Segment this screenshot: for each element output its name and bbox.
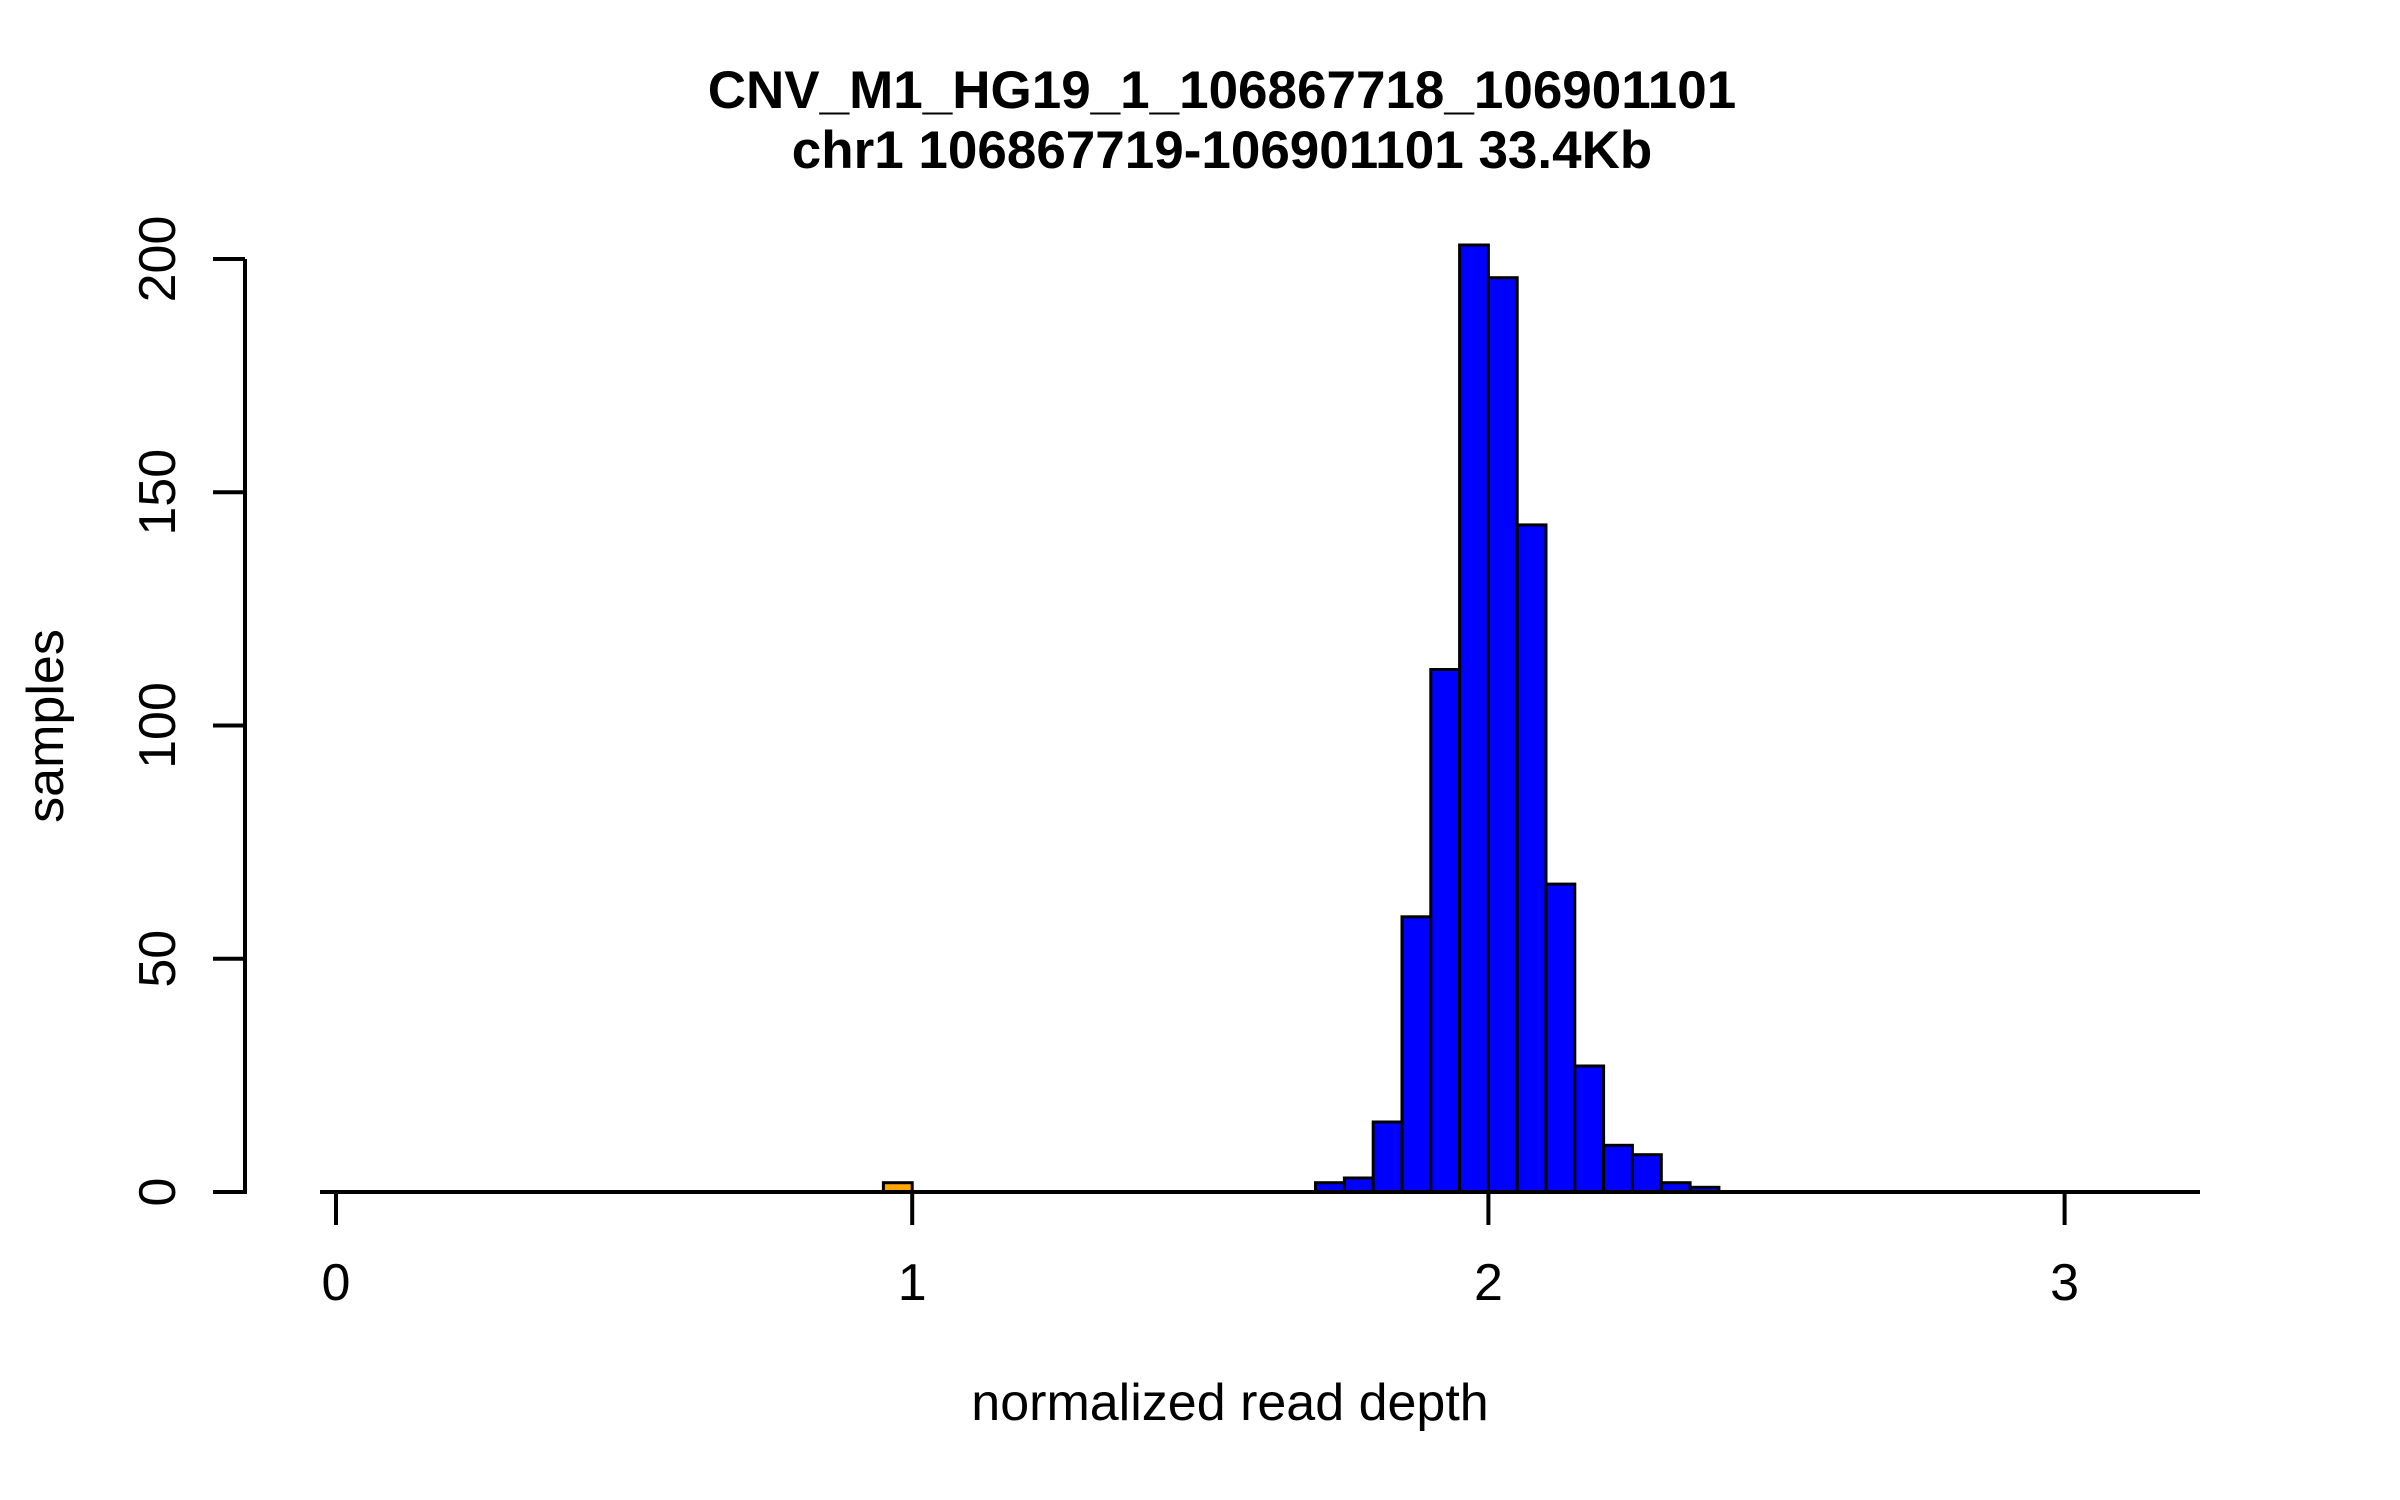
histogram-bar bbox=[1602, 1143, 1634, 1194]
y-tick-label: 0 bbox=[129, 1178, 187, 1207]
x-tick-label: 1 bbox=[898, 1254, 927, 1312]
histogram-bar bbox=[1544, 882, 1577, 1194]
x-axis-label: normalized read depth bbox=[971, 1374, 1488, 1432]
histogram-bar bbox=[1573, 1064, 1606, 1194]
y-axis: 0 50 100 150 200 bbox=[129, 216, 247, 1207]
y-tick-label: 50 bbox=[129, 930, 187, 988]
y-tick-label: 150 bbox=[129, 449, 187, 536]
histogram-bar bbox=[1458, 243, 1490, 1194]
histogram-bar bbox=[1371, 1120, 1404, 1194]
histogram-bar bbox=[1515, 523, 1548, 1194]
x-axis-ticks: 0 1 2 3 bbox=[322, 1192, 2079, 1312]
x-axis: 0 1 2 3 bbox=[320, 1190, 2200, 1312]
histogram-bar bbox=[1631, 1153, 1663, 1194]
histogram-bar bbox=[1342, 1176, 1375, 1194]
x-tick-label: 3 bbox=[2050, 1254, 2079, 1312]
chart-title-line2: chr1 106867719-106901101 33.4Kb bbox=[792, 121, 1653, 180]
histogram-bars bbox=[881, 243, 1721, 1194]
histogram-bar bbox=[1486, 276, 1519, 1194]
y-axis-ticks: 0 50 100 150 200 bbox=[129, 216, 245, 1207]
histogram-bar bbox=[1400, 915, 1433, 1194]
histogram-bar bbox=[1429, 668, 1462, 1194]
y-tick-label: 100 bbox=[129, 682, 187, 769]
y-tick-label: 200 bbox=[129, 216, 187, 303]
chart-title-line1: CNV_M1_HG19_1_106867718_106901101 bbox=[708, 61, 1736, 120]
x-tick-label: 0 bbox=[322, 1254, 351, 1312]
x-tick-label: 2 bbox=[1474, 1254, 1503, 1312]
y-axis-label: samples bbox=[17, 629, 75, 823]
